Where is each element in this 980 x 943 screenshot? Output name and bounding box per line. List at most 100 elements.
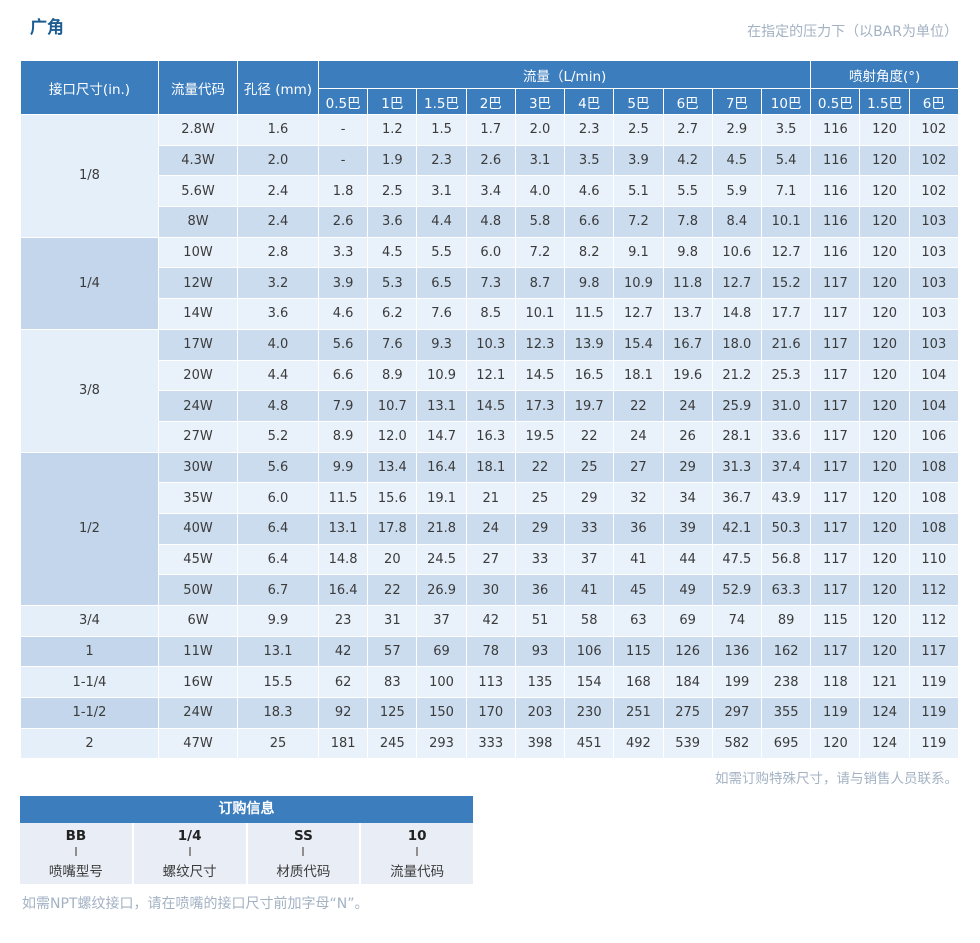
flow-value-cell: 3.5 [564, 144, 615, 177]
angle-value-cell: 124 [859, 727, 910, 760]
flow-value-cell: 2.3 [416, 144, 467, 177]
pipe-size-cell: 1/8 [20, 114, 159, 238]
flow-code-cell: 47W [158, 727, 238, 760]
flow-value-cell: 3.3 [317, 236, 369, 269]
orifice-cell: 4.4 [237, 359, 319, 392]
angle-value-cell: 120 [859, 298, 910, 330]
angle-value-cell: 102 [908, 144, 959, 177]
ordering-item-tick [302, 846, 305, 856]
angle-value-cell: 119 [908, 666, 959, 699]
table-row: 12W 3.2 3.9 5.3 6.5 7.3 8.7 9.8 10.9 11.8 12.7 15.2… [21, 267, 959, 300]
angle-value-cell: 110 [908, 543, 959, 576]
orifice-cell: 2.4 [237, 175, 319, 208]
orifice-cell: 6.4 [237, 512, 319, 545]
angle-value-cell: 119 [908, 697, 959, 729]
angle-value-cell: 120 [859, 482, 910, 514]
flow-value-cell: 126 [662, 635, 713, 668]
flow-value-cell: 5.6 [317, 328, 369, 361]
flow-value-cell: 26.9 [416, 574, 467, 606]
flow-code-cell: 24W [158, 697, 238, 729]
angle-value-cell: 120 [859, 543, 910, 576]
flow-value-cell: 21 [465, 482, 516, 514]
angle-value-cell: 117 [810, 482, 861, 514]
angle-value-cell: 116 [810, 236, 861, 269]
flow-value-cell: 9.9 [317, 451, 369, 484]
table-row: 8W 2.4 2.6 3.6 4.4 4.8 5.8 6.6 7.2 7.8 8.4 10.1 116 1… [21, 206, 959, 238]
flow-value-cell: 16.3 [465, 420, 516, 453]
flow-value-cell: 30 [465, 574, 516, 606]
header-angle-pressure: 0.5巴 [810, 88, 861, 115]
flow-value-cell: 37 [564, 543, 615, 576]
flow-value-cell: 29 [662, 451, 713, 484]
angle-value-cell: 120 [810, 727, 861, 760]
flow-value-cell: 2.5 [613, 114, 664, 146]
ordering-item: 1/4 螺纹尺寸 [131, 823, 246, 884]
flow-value-cell: 181 [317, 727, 369, 760]
ordering-item-value: SS [293, 827, 313, 844]
angle-value-cell: 106 [908, 420, 959, 453]
flow-value-cell: 37 [416, 605, 467, 637]
ordering-item-value: BB [65, 827, 87, 844]
flow-value-cell: 5.3 [367, 267, 418, 300]
orifice-cell: 2.8 [237, 236, 319, 269]
header-row-groups: 接口尺寸(in.) 流量代码 孔径 (mm) 流量（L/min) 喷射角度(°) [20, 60, 959, 115]
orifice-cell: 18.3 [237, 697, 319, 729]
header-flow-pressure: 2巴 [465, 88, 516, 115]
flow-value-cell: 5.8 [514, 206, 566, 238]
flow-value-cell: 1.9 [367, 144, 418, 177]
flow-value-cell: 24 [465, 512, 516, 545]
ordering-info-body: BB 喷嘴型号 1/4 螺纹尺寸 SS 材质代码 10 流量代码 [20, 823, 473, 884]
flow-value-cell: 19.5 [514, 420, 566, 453]
angle-value-cell: 120 [859, 114, 910, 146]
angle-value-cell: 117 [810, 298, 861, 330]
flow-value-cell: 43.9 [760, 482, 812, 514]
ordering-item-label: 螺纹尺寸 [162, 863, 217, 880]
flow-value-cell: 29 [514, 512, 566, 545]
flow-code-cell: 14W [158, 298, 238, 330]
flow-value-cell: 2.7 [662, 114, 713, 146]
ordering-item-tick [188, 846, 191, 856]
flow-value-cell: 18.1 [613, 359, 664, 392]
table-row: 45W 6.4 14.8 20 24.5 27 33 37 41 44 47.5 56.8 117 120… [21, 543, 959, 576]
flow-value-cell: 20 [367, 543, 418, 576]
angle-value-cell: 117 [810, 420, 861, 453]
header-angle-pressure: 1.5巴 [859, 88, 910, 115]
flow-value-cell: 6.2 [367, 298, 418, 330]
ordering-info-title: 订购信息 [20, 796, 473, 823]
table-row: 4.3W 2.0-1.9 2.3 2.6 3.1 3.5 3.9 4.2 4.5 5.4 116 12… [21, 144, 959, 177]
header-flow-pressure: 10巴 [760, 88, 812, 115]
flow-value-cell: 333 [465, 727, 516, 760]
flow-value-cell: 6.0 [465, 236, 516, 269]
table-row: 1/2 30W 5.6 9.9 13.4 16.4 18.1 22 25 27 29 31.3 37.4… [20, 451, 959, 607]
ordering-item-label: 喷嘴型号 [48, 863, 103, 880]
flow-value-cell: 8.7 [514, 267, 566, 300]
flow-value-cell: 27 [465, 543, 516, 576]
flow-value-cell: 24 [613, 420, 664, 453]
flow-code-cell: 6W [158, 605, 238, 637]
flow-value-cell: 19.1 [416, 482, 467, 514]
flow-value-cell: 57 [367, 635, 418, 668]
orifice-cell: 13.1 [237, 635, 319, 668]
flow-value-cell: 398 [514, 727, 566, 760]
flow-value-cell: 135 [514, 666, 566, 699]
flow-value-cell: 2.6 [465, 144, 516, 177]
orifice-cell: 5.2 [237, 420, 319, 453]
angle-value-cell: 112 [908, 605, 959, 637]
flow-value-cell: 92 [317, 697, 369, 729]
flow-value-cell: 8.2 [564, 236, 615, 269]
flow-value-cell: 492 [613, 727, 664, 760]
flow-value-cell: 78 [465, 635, 516, 668]
header-angle-pressure: 6巴 [908, 88, 959, 115]
flow-value-cell: 2.9 [711, 114, 762, 146]
angle-value-cell: 117 [810, 574, 861, 606]
flow-value-cell: 8.4 [711, 206, 762, 238]
angle-value-cell: 120 [859, 328, 910, 361]
flow-value-cell: 136 [711, 635, 762, 668]
flow-value-cell: 42 [465, 605, 516, 637]
flow-value-cell: 3.6 [367, 206, 418, 238]
header-pipe-size: 接口尺寸(in.) [20, 60, 159, 115]
flow-value-cell: 297 [711, 697, 762, 729]
flow-code-cell: 5.6W [158, 175, 238, 208]
flow-value-cell: 44 [662, 543, 713, 576]
pipe-size-cell: 1-1/2 [20, 697, 159, 729]
